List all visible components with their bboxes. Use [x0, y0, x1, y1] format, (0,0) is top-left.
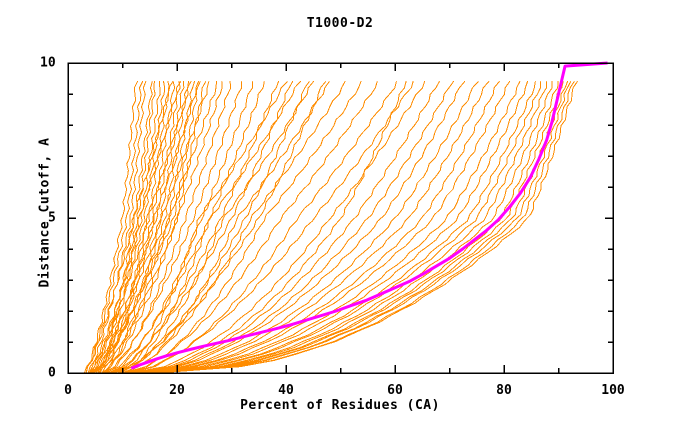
x-tick-label: 40: [278, 383, 294, 398]
prediction-curve: [98, 81, 199, 374]
prediction-curve: [123, 81, 330, 374]
page-title: T1000-D2: [306, 16, 374, 31]
prediction-curve: [110, 81, 327, 374]
x-tick-label: 80: [496, 383, 512, 398]
prediction-curve: [99, 81, 182, 374]
prediction-curve: [91, 81, 201, 374]
prediction-curve: [151, 81, 575, 374]
prediction-curve: [100, 81, 223, 374]
prediction-curve: [134, 81, 466, 374]
prediction-curve: [139, 81, 521, 374]
y-tick-label: 5: [48, 210, 56, 226]
prediction-curve: [142, 81, 511, 374]
prediction-curve: [83, 81, 138, 374]
prediction-curve: [120, 81, 301, 374]
prediction-curve: [107, 81, 254, 374]
y-tick-label: 10: [40, 55, 56, 71]
prediction-curve: [129, 81, 425, 374]
prediction-curve: [104, 81, 218, 374]
prediction-curve: [147, 81, 542, 374]
prediction-curve: [131, 81, 440, 374]
prediction-curve: [129, 81, 454, 374]
prediction-curve: [85, 81, 144, 374]
x-tick-label: 100: [601, 383, 625, 398]
prediction-curve: [122, 81, 378, 374]
prediction-curve: [138, 81, 490, 374]
prediction-curve: [97, 81, 174, 374]
prediction-curve: [105, 81, 232, 374]
prediction-curve: [153, 81, 572, 374]
reference-curve: [130, 61, 608, 370]
prediction-curve: [143, 81, 547, 374]
prediction-curve: [109, 81, 279, 374]
prediction-curve: [124, 81, 414, 374]
prediction-curve: [103, 81, 243, 374]
prediction-curve: [157, 81, 578, 374]
prediction-curve: [145, 81, 528, 374]
prediction-curve: [87, 81, 147, 374]
prediction-curve: [142, 81, 536, 374]
y-tick-label: 0: [48, 365, 56, 381]
prediction-curve: [92, 81, 185, 374]
prediction-curve: [127, 81, 397, 374]
prediction-curve: [90, 81, 156, 374]
prediction-curve: [125, 81, 362, 374]
prediction-curve: [112, 81, 310, 374]
prediction-curve: [88, 81, 171, 374]
x-tick-label: 60: [387, 383, 403, 398]
prediction-curve: [102, 81, 210, 374]
x-axis-title: Percent of Residues (CA): [240, 398, 440, 413]
x-tick-label: 20: [169, 383, 185, 398]
prediction-curve: [150, 81, 564, 374]
prediction-curve: [116, 81, 288, 374]
x-tick-label: 0: [64, 383, 72, 398]
prediction-curve: [117, 81, 314, 374]
prediction-curve: [148, 81, 553, 374]
prediction-curve: [104, 81, 265, 374]
prediction-curve: [121, 81, 346, 374]
prediction-curve: [126, 81, 407, 374]
prediction-curve: [132, 81, 479, 374]
